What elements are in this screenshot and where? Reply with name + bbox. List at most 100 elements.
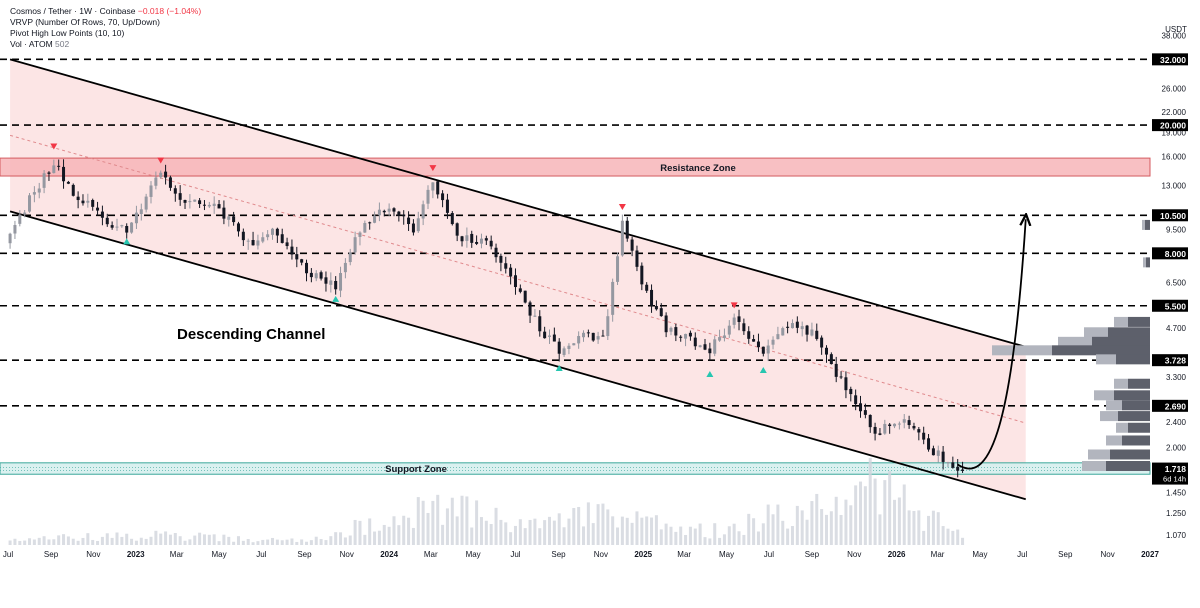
level-price-tag[interactable] [1152,53,1188,66]
candle-body[interactable] [946,462,950,464]
candle-body[interactable] [582,332,586,338]
candle-body[interactable] [936,450,940,456]
channel-upper-line[interactable] [9,58,1026,348]
candle-body[interactable] [586,332,590,334]
candle-body[interactable] [42,173,46,188]
support-zone-label[interactable]: Support Zone [385,464,447,475]
candle-body[interactable] [616,256,620,282]
pivot-high-marker[interactable] [730,302,738,309]
pivot-low-marker[interactable] [123,238,131,245]
candle-body[interactable] [907,420,911,426]
candle-body[interactable] [596,336,600,340]
candle-body[interactable] [18,214,22,224]
candle-body[interactable] [499,255,503,263]
candle-body[interactable] [888,424,892,427]
candle-body[interactable] [295,254,299,260]
candle-body[interactable] [115,226,119,228]
candle-body[interactable] [708,348,712,354]
candle-body[interactable] [411,223,415,233]
candle-body[interactable] [202,204,206,206]
candle-body[interactable] [13,225,17,234]
candle-body[interactable] [533,315,537,317]
candle-body[interactable] [868,414,872,428]
candle-body[interactable] [902,419,906,423]
candle-body[interactable] [241,231,245,241]
candle-body[interactable] [611,281,615,315]
candle-body[interactable] [475,242,479,244]
candle-body[interactable] [518,288,522,292]
candle-body[interactable] [392,208,396,212]
level-price-tag[interactable] [1152,399,1188,412]
level-price-tag[interactable] [1152,247,1188,260]
candle-body[interactable] [96,207,100,211]
candle-body[interactable] [426,189,430,204]
time-axis[interactable]: Jul Sep Nov 2023 Mar May Jul Sep Nov 2024 Mar May Ju… [3,550,1160,559]
candle-body[interactable] [285,242,289,247]
candle-body[interactable] [956,466,960,471]
candle-body[interactable] [339,272,343,291]
candle-body[interactable] [654,305,658,310]
candle-body[interactable] [246,240,250,242]
candle-body[interactable] [377,209,381,216]
legend-pivot[interactable]: Pivot High Low Points (10, 10) [10,28,125,38]
candle-body[interactable] [348,252,352,263]
candle-body[interactable] [684,333,688,339]
candle-body[interactable] [314,273,318,279]
candle-body[interactable] [329,280,333,285]
candle-body[interactable] [266,234,270,238]
candle-body[interactable] [100,211,104,218]
candle-body[interactable] [368,222,372,224]
legend-vrvp[interactable]: VRVP (Number Of Rows, 70, Up/Down) [10,17,160,27]
candle-body[interactable] [562,348,566,355]
candle-body[interactable] [713,339,717,354]
candle-body[interactable] [227,216,231,220]
candle-body[interactable] [912,425,916,429]
candle-body[interactable] [810,329,814,336]
candle-body[interactable] [353,237,357,253]
candle-body[interactable] [572,343,576,346]
candle-body[interactable] [489,240,493,247]
candle-body[interactable] [625,220,629,239]
candle-body[interactable] [829,354,833,365]
candle-body[interactable] [436,181,440,195]
candle-body[interactable] [756,341,760,348]
level-price-tag[interactable] [1152,209,1188,222]
candle-body[interactable] [363,223,367,233]
candle-body[interactable] [839,376,843,378]
candle-body[interactable] [445,199,449,213]
candle-body[interactable] [130,222,134,233]
candle-body[interactable] [737,316,741,322]
candle-body[interactable] [504,263,508,269]
resistance-zone[interactable] [0,157,1151,177]
volume-profile[interactable] [992,219,1150,471]
candle-body[interactable] [727,325,731,335]
candle-body[interactable] [154,177,158,186]
channel-lower-line[interactable] [9,210,1026,501]
candle-body[interactable] [844,377,848,391]
candle-body[interactable] [786,326,790,328]
candle-body[interactable] [873,426,877,434]
pivot-low-marker[interactable] [759,367,767,374]
candle-body[interactable] [450,213,454,225]
candle-body[interactable] [509,267,513,277]
candle-body[interactable] [577,335,581,344]
candle-body[interactable] [820,337,824,348]
candle-body[interactable] [110,225,114,228]
candle-body[interactable] [212,203,216,206]
candle-body[interactable] [164,171,168,178]
candle-body[interactable] [86,200,90,203]
candle-body[interactable] [52,165,56,174]
candle-body[interactable] [23,212,27,215]
candle-body[interactable] [800,326,804,330]
candle-body[interactable] [543,331,547,339]
candle-body[interactable] [183,199,187,203]
candle-body[interactable] [790,323,794,329]
candle-body[interactable] [309,272,313,278]
candle-body[interactable] [324,277,328,284]
candle-body[interactable] [659,308,663,317]
candle-body[interactable] [159,172,163,178]
pivot-high-marker[interactable] [429,165,437,172]
candle-body[interactable] [567,345,571,349]
candle-body[interactable] [441,193,445,201]
